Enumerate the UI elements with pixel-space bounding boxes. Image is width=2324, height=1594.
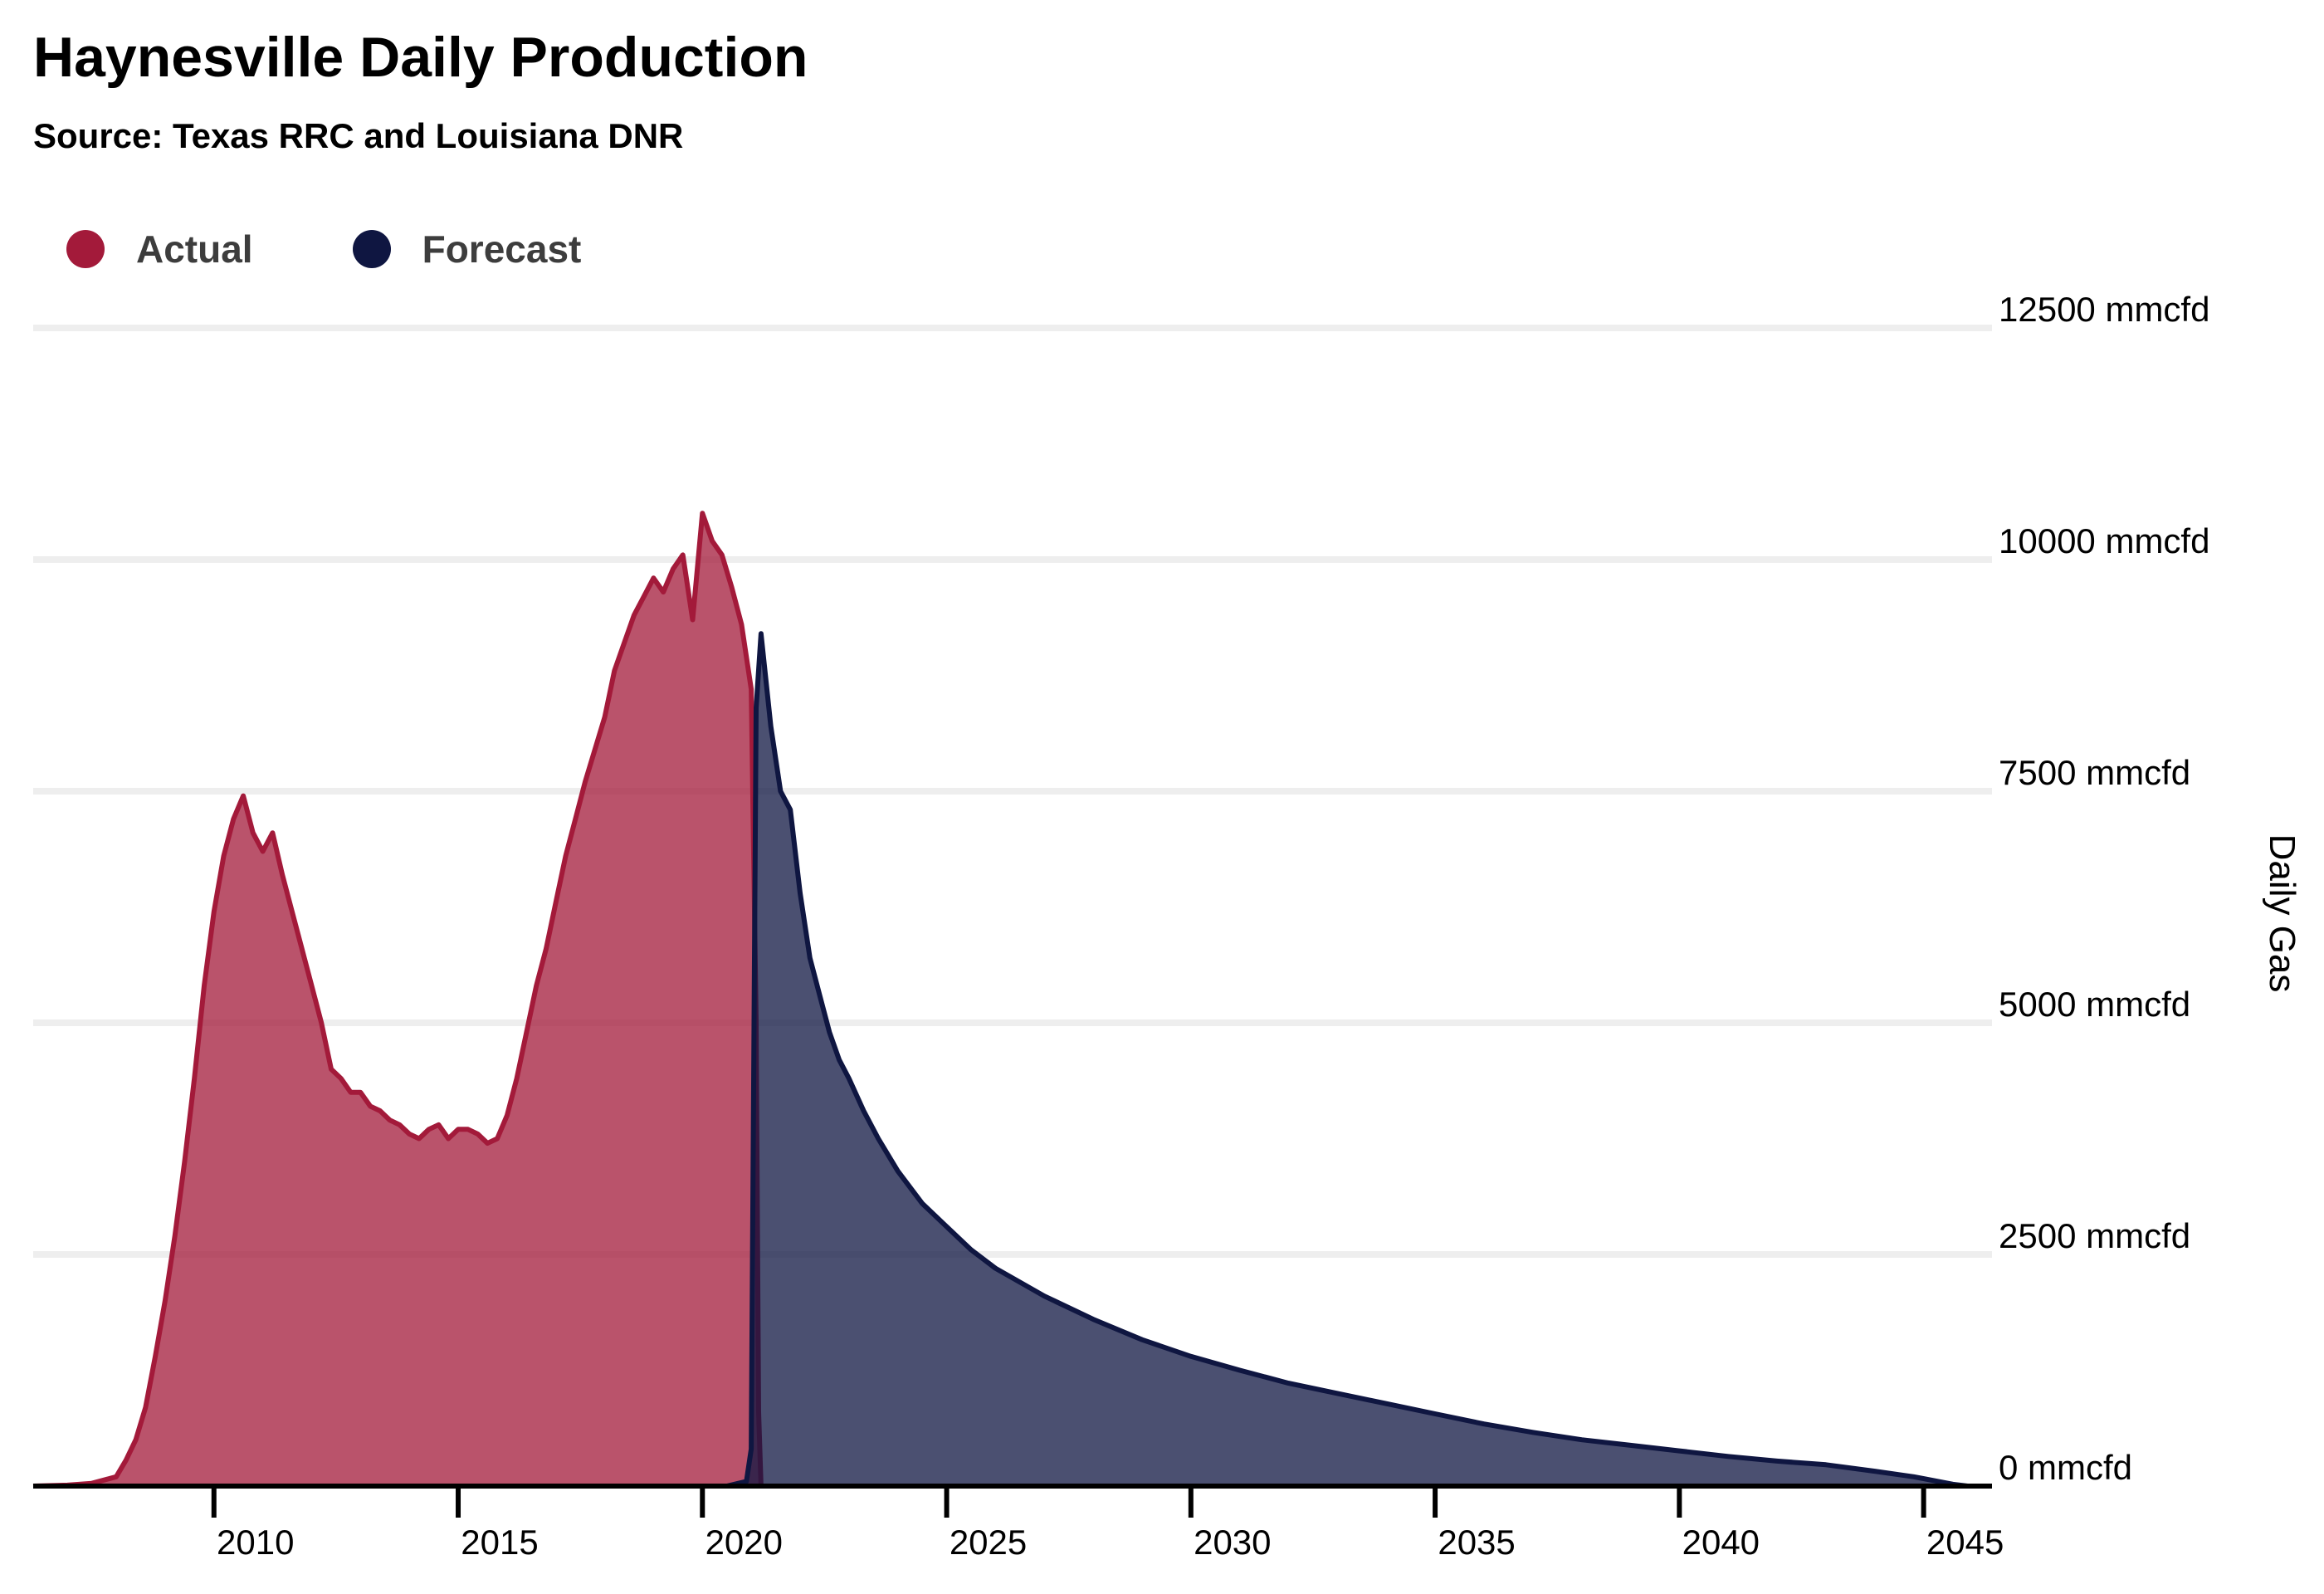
x-tick-label-2035: 2035 [1438, 1523, 1515, 1562]
y-tick-label-2500: 2500 mmcfd [1999, 1216, 2190, 1255]
legend-item-actual[interactable]: Actual [33, 227, 253, 271]
legend-label-forecast: Forecast [422, 227, 582, 271]
x-tick-label-2040: 2040 [1682, 1523, 1760, 1562]
line-forecast [33, 631, 1992, 1489]
y-tick-label-0: 0 mmcfd [1999, 1448, 2132, 1487]
x-tick-label-2025: 2025 [950, 1523, 1027, 1562]
y-tick-label-7500: 7500 mmcfd [1999, 753, 2190, 792]
legend-item-forecast[interactable]: Forecast [320, 227, 582, 271]
area-series-layer [32, 511, 1992, 1489]
area-actual [33, 513, 761, 1487]
y-axis-title: Daily Gas [2262, 834, 2302, 993]
y-tick-label-10000: 10000 mmcfd [1999, 521, 2209, 560]
legend-label-actual: Actual [136, 227, 253, 271]
line-actual [32, 511, 764, 1489]
legend-dot-forecast [352, 230, 391, 268]
x-tick-label-2015: 2015 [461, 1523, 538, 1562]
y-tick-label-12500: 12500 mmcfd [1999, 290, 2209, 329]
y-tick-label-5000: 5000 mmcfd [1999, 985, 2190, 1024]
chart-subtitle: Source: Texas RRC and Louisiana DNR [33, 116, 684, 155]
area-forecast [33, 633, 1992, 1486]
legend: Actual Forecast [33, 222, 647, 276]
chart-title: Haynesville Daily Production [33, 26, 808, 89]
x-axis: 2010 2015 2020 2025 2030 2035 2040 2045 [33, 1484, 2004, 1562]
y-axis-labels: 0 mmcfd 2500 mmcfd 5000 mmcfd 7500 mmcfd 100… [1999, 290, 2209, 1487]
x-tick-label-2045: 2045 [1926, 1523, 2004, 1562]
x-tick-label-2030: 2030 [1194, 1523, 1271, 1562]
x-tick-label-2020: 2020 [706, 1523, 783, 1562]
legend-dot-actual [66, 230, 105, 268]
x-tick-label-2010: 2010 [217, 1523, 294, 1562]
